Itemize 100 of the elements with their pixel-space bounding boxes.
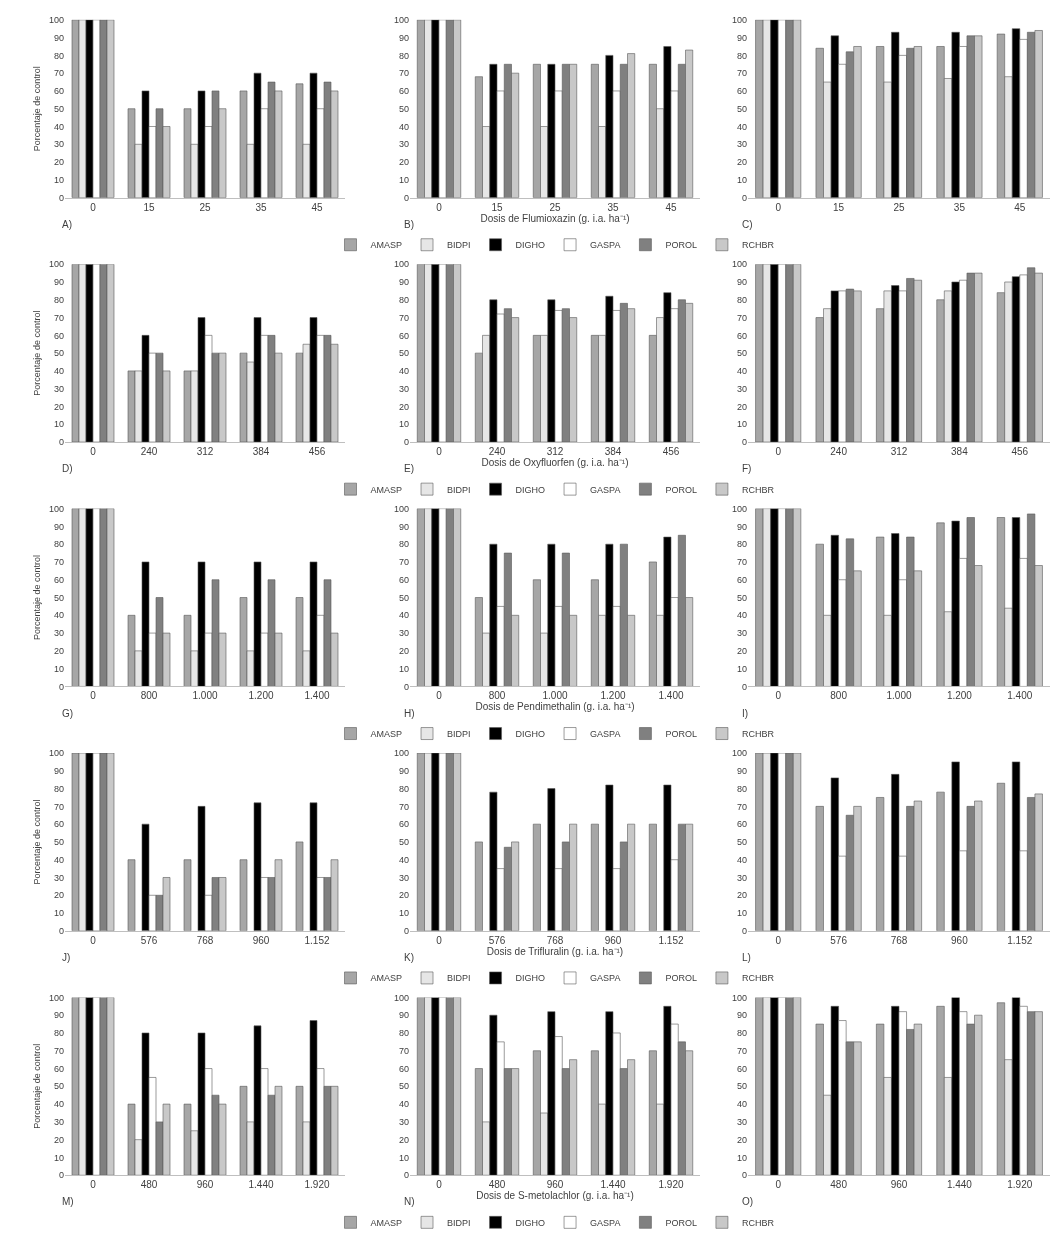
text: N) [404,1196,415,1207]
y-tick-label: 100 [48,259,64,270]
y-axis-title: Porcentaje de control [32,799,43,885]
y-tick-label: 40 [398,366,409,377]
y-tick-label: 90 [398,521,409,532]
legend-label: AMASP [370,484,403,495]
bar [183,859,192,931]
x-tick-label: 800 [140,690,158,702]
x-tick-label: 35 [255,201,267,213]
text: K) [404,952,414,963]
x-tick-label: 0 [775,690,782,702]
y-tick-label: 90 [736,32,747,43]
legend-label: RCHBR [741,1217,775,1228]
y-tick-label: 20 [398,1134,409,1145]
x-tick-label: 45 [311,201,323,213]
text: H) [404,708,415,719]
x-tick-label: 1.000 [192,690,218,702]
y-tick-label: 0 [58,681,64,692]
x-tick-label: 1.920 [658,1179,684,1191]
y-tick-label: 80 [736,1028,747,1039]
y-tick-label: 80 [398,294,409,305]
x-tick-label: 1.152 [304,934,330,946]
y-tick-label: 0 [741,925,747,936]
legend-label: AMASP [370,240,403,251]
x-tick-label: 1.000 [542,690,568,702]
text: G) [62,708,74,719]
y-tick-label: 100 [48,992,64,1003]
y-tick-label: 90 [398,32,409,43]
x-tick-label: 25 [893,201,905,213]
x-tick-label: 0 [436,201,443,213]
x-tick-label: 35 [953,201,966,213]
y-tick-label: 100 [48,14,64,25]
y-tick-label: 30 [398,139,409,150]
y-tick-label: 20 [53,890,64,901]
y-tick-label: 10 [398,175,409,186]
y-tick-label: 90 [398,277,409,288]
y-tick-label: 80 [53,783,64,794]
x-tick-label: 480 [140,1179,158,1191]
bar [532,823,541,931]
y-tick-label: 30 [53,628,64,639]
y-tick-label: 100 [393,503,409,514]
y-axis-title: Porcentaje de control [32,66,43,152]
y-tick-label: 10 [736,908,747,919]
legend-label: RCHBR [741,729,775,740]
y-tick-label: 70 [736,312,747,323]
y-tick-label: 30 [736,872,747,883]
y-tick-label: 30 [736,1117,747,1128]
x-tick-label: 1.400 [658,690,684,702]
y-tick-label: 0 [58,192,64,203]
y-tick-label: 20 [398,401,409,412]
y-tick-label: 0 [58,1170,64,1181]
x-tick-label: 456 [308,446,326,458]
y-tick-label: 0 [403,1170,409,1181]
y-tick-label: 70 [736,1045,747,1056]
y-tick-label: 30 [53,872,64,883]
y-tick-label: 0 [741,681,747,692]
legend-label: AMASP [370,729,403,740]
y-tick-label: 80 [53,1028,64,1039]
y-tick-label: 20 [53,1134,64,1145]
y-tick-label: 90 [736,1010,747,1021]
y-tick-label: 50 [398,103,409,114]
y-tick-label: 60 [398,574,409,585]
y-tick-label: 20 [398,646,409,657]
x-axis-title: Dosis de Oxyfluorfen (g. i.a. ha⁻¹) [481,457,629,469]
x-tick-label: 480 [488,1179,506,1191]
y-tick-label: 40 [736,854,747,865]
x-tick-label: 384 [604,446,622,458]
x-tick-label: 1.440 [248,1179,274,1191]
y-tick-label: 30 [53,139,64,150]
bar [295,841,304,931]
y-axis-title: Porcentaje de control [32,310,43,396]
y-tick-label: 30 [398,383,409,394]
legend-label: DIGHO [515,729,546,740]
legend-label: RCHBR [741,240,775,251]
y-tick-label: 30 [398,1117,409,1128]
x-tick-label: 480 [830,1179,848,1191]
legend-label: DIGHO [515,484,546,495]
text: D) [62,463,73,474]
x-tick-label: 768 [546,934,564,946]
x-tick-label: 960 [951,934,969,946]
x-tick-label: 1.920 [304,1179,330,1191]
y-tick-label: 90 [53,521,64,532]
x-tick-label: 1.440 [946,1179,973,1191]
y-tick-label: 10 [53,663,64,674]
y-tick-label: 20 [736,401,747,412]
y-tick-label: 70 [53,68,64,79]
y-tick-label: 40 [53,610,64,621]
y-tick-label: 10 [736,1152,747,1163]
y-tick-label: 50 [53,592,64,603]
y-tick-label: 40 [736,366,747,377]
y-tick-label: 70 [53,1045,64,1056]
x-tick-label: 960 [604,934,622,946]
x-tick-label: 0 [775,201,782,213]
y-tick-label: 10 [53,908,64,919]
legend-label: POROL [665,484,697,495]
y-tick-label: 70 [398,312,409,323]
y-tick-label: 50 [53,348,64,359]
legend-label: POROL [665,729,697,740]
y-tick-label: 80 [736,50,747,61]
legend-label: BIDPI [447,484,471,495]
